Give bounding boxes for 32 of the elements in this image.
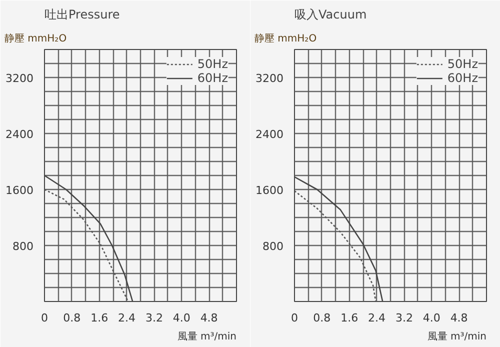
legend-label: 60Hz — [447, 71, 478, 85]
y-tick-label: 3200 — [256, 72, 284, 85]
x-tick-label: 1.6 — [90, 312, 108, 324]
y-tick-label: 2400 — [256, 128, 284, 141]
x-axis-title: 風量 m³/min — [177, 332, 236, 342]
x-tick-label: 0.8 — [313, 312, 331, 324]
x-tick-label: 2.4 — [118, 312, 136, 324]
x-tick-label: 3.2 — [395, 312, 413, 324]
y-tick-label: 800 — [262, 240, 284, 253]
x-axis-title: 風量 m³/min — [427, 332, 486, 342]
legend-label: 50Hz — [197, 57, 228, 71]
x-tick-label: 4.8 — [200, 312, 218, 324]
x-tick-label: 3.2 — [145, 312, 163, 324]
x-tick-label: 4.8 — [450, 312, 468, 324]
y-tick-label: 1600 — [6, 184, 34, 197]
chart-title: 吸入Vacuum — [294, 8, 367, 22]
y-tick-label: 3200 — [6, 72, 34, 85]
y-tick-label: 2400 — [6, 128, 34, 141]
y-axis-title: 静壓 mmH₂O — [4, 32, 67, 44]
x-tick-label: 0 — [41, 312, 48, 324]
y-tick-label: 1600 — [256, 184, 284, 197]
x-tick-label: 1.6 — [340, 312, 358, 324]
legend-label: 60Hz — [197, 71, 228, 85]
y-axis-title: 静壓 mmH₂O — [254, 32, 317, 44]
x-tick-label: 2.4 — [368, 312, 386, 324]
x-tick-label: 0 — [291, 312, 298, 324]
x-tick-label: 0.8 — [63, 312, 81, 324]
x-tick-label: 4.0 — [172, 312, 190, 324]
legend-label: 50Hz — [447, 57, 478, 71]
y-tick-label: 800 — [12, 240, 34, 253]
chart-title: 吐出Pressure — [44, 8, 120, 22]
x-tick-label: 4.0 — [422, 312, 440, 324]
